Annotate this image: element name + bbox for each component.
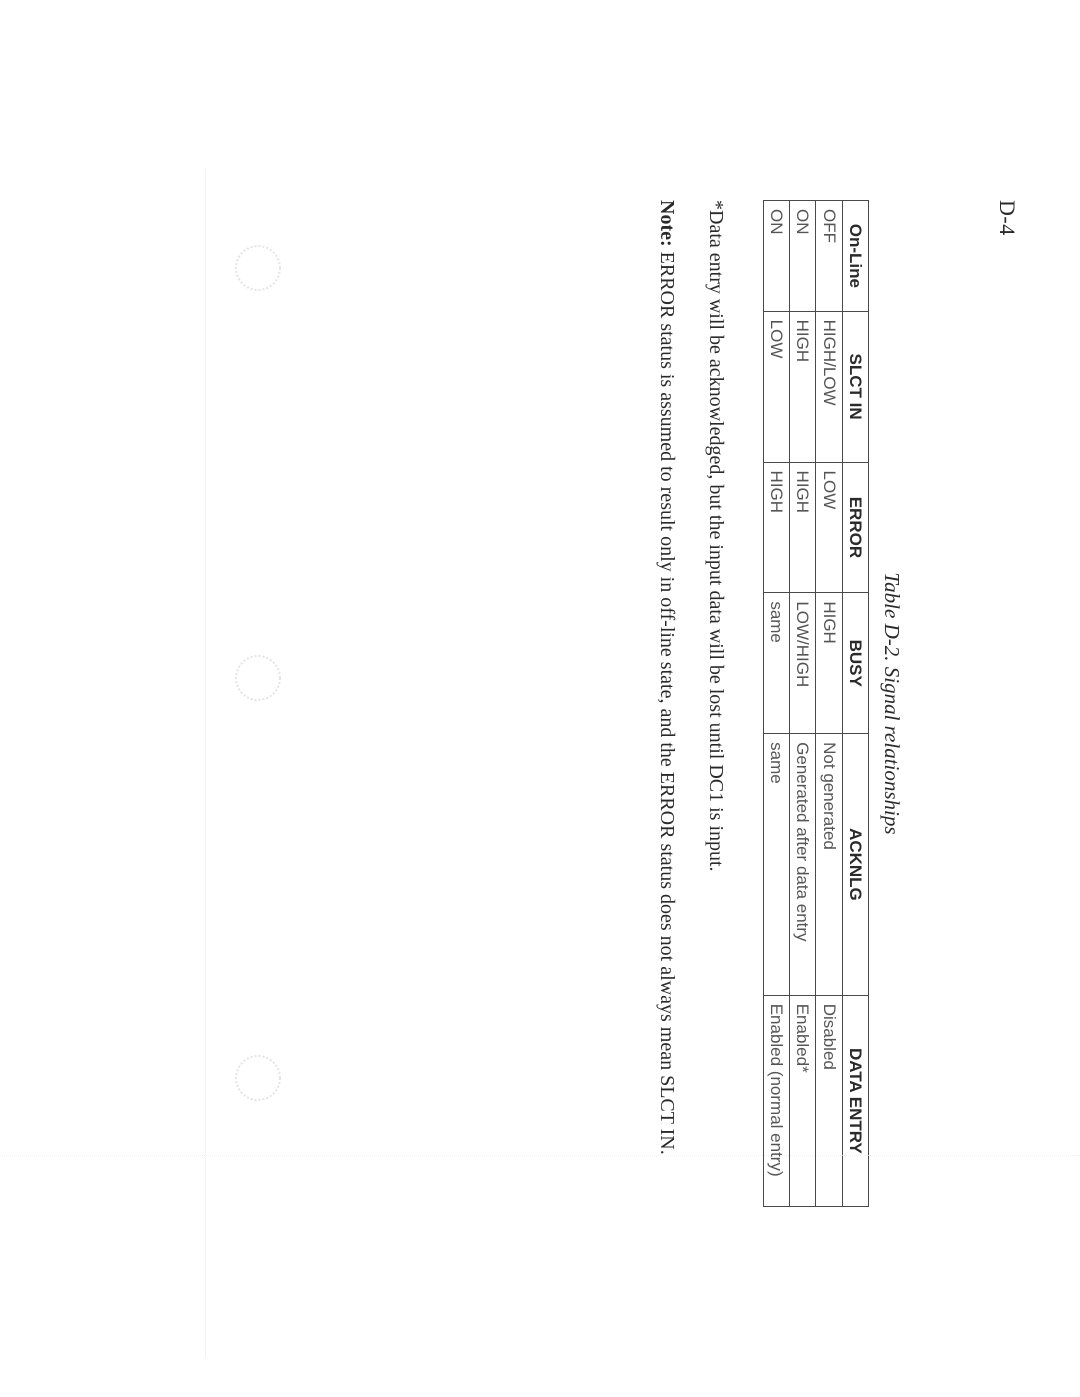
binder-hole-icon [235,1055,281,1101]
cell-data: Enabled (normal entry) [764,995,790,1206]
cell-data: Disabled [816,995,842,1206]
cell-ack: Generated after data entry [790,734,816,996]
cell-busy: LOW/HIGH [790,593,816,734]
cell-slct: HIGH [790,311,816,462]
scan-gutter-line [205,170,206,1357]
cell-error: HIGH [790,462,816,593]
col-header-slct: SLCT IN [842,311,868,462]
col-header-online: On-Line [842,201,868,312]
signal-relationships-table: On-Line SLCT IN ERROR BUSY ACKNLG DATA E… [763,200,869,1207]
table-footnote: *Data entry will be acknowledged, but th… [704,200,727,1207]
col-header-ack: ACKNLG [842,734,868,996]
cell-busy: same [764,593,790,734]
table-caption: Table D-2. Signal relationships [879,200,904,1207]
cell-slct: HIGH/LOW [816,311,842,462]
cell-error: LOW [816,462,842,593]
note-paragraph: Note: ERROR status is assumed to result … [655,200,678,1207]
table-row: OFF HIGH/LOW LOW HIGH Not generated Disa… [816,201,842,1207]
note-text: ERROR status is assumed to result only i… [656,247,678,1155]
cell-online: ON [764,201,790,312]
cell-busy: HIGH [816,593,842,734]
page-rotated-container: D-4 Table D-2. Signal relationships On-L… [0,0,1080,1397]
table-row: ON HIGH HIGH LOW/HIGH Generated after da… [790,201,816,1207]
cell-data: Enabled* [790,995,816,1206]
table-row: ON LOW HIGH same same Enabled (normal en… [764,201,790,1207]
cell-online: ON [790,201,816,312]
cell-ack: same [764,734,790,996]
cell-ack: Not generated [816,734,842,996]
table-header-row: On-Line SLCT IN ERROR BUSY ACKNLG DATA E… [842,201,868,1207]
note-label: Note: [656,200,678,247]
page-number: D-4 [994,200,1020,1207]
col-header-error: ERROR [842,462,868,593]
col-header-busy: BUSY [842,593,868,734]
binder-hole-icon [235,245,281,291]
scan-crease-line [0,1155,1080,1156]
cell-error: HIGH [764,462,790,593]
col-header-data: DATA ENTRY [842,995,868,1206]
cell-slct: LOW [764,311,790,462]
binder-hole-icon [235,655,281,701]
cell-online: OFF [816,201,842,312]
